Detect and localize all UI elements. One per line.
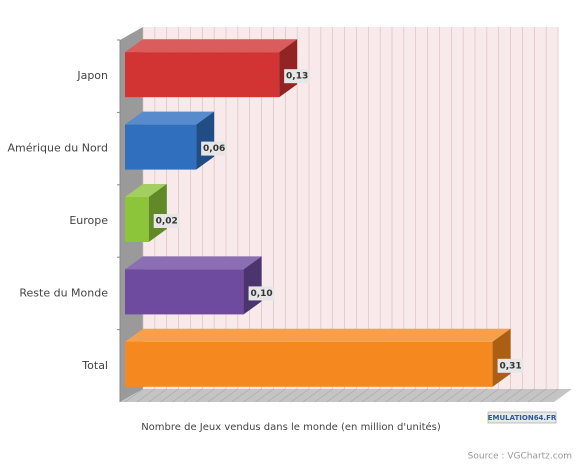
source: Source : VGChartz.com (468, 452, 572, 462)
floor-line (361, 388, 381, 403)
value-label: 0,13 (286, 72, 308, 82)
floor-line (207, 388, 227, 403)
floor-line (184, 388, 203, 403)
floor-line (255, 388, 274, 403)
bar-top (125, 39, 298, 53)
bar (125, 341, 493, 387)
bar-top-shade (125, 184, 167, 197)
floor-line (267, 388, 286, 403)
bar-top (125, 256, 262, 270)
floor-line (219, 388, 239, 403)
floor-line (278, 388, 298, 403)
floor-line (480, 388, 499, 403)
floor-line (314, 388, 333, 403)
floor-line (290, 388, 310, 403)
value-label-box (497, 358, 524, 373)
floor-line (172, 388, 191, 403)
floor-line (385, 388, 405, 403)
bar (125, 197, 149, 242)
bar (125, 52, 280, 98)
value-label-box (284, 69, 311, 84)
value-label: 0,06 (203, 144, 225, 154)
floor-line (326, 388, 345, 403)
floor-line (409, 388, 428, 403)
floor-line (350, 388, 369, 403)
bar (125, 124, 197, 170)
floor-line (160, 388, 179, 403)
value-label-box (153, 214, 180, 228)
floor-line (527, 388, 547, 403)
bar-top-shade (125, 111, 215, 125)
floor-line (397, 388, 416, 403)
x-axis-label: Nombre de Jeux vendus dans le monde (en … (141, 421, 441, 433)
floor-line (456, 388, 476, 403)
floor-line (433, 388, 452, 403)
y-tick-label: Amérique du Nord (7, 142, 108, 155)
logo: EMULATION64.FR (488, 414, 557, 422)
floor-line (302, 388, 322, 403)
floor-line (504, 388, 523, 403)
floor-line (231, 388, 250, 403)
value-label: 0,31 (499, 361, 521, 371)
bar-top (125, 111, 215, 125)
floor-line (539, 388, 559, 403)
floor-line (195, 388, 215, 403)
floor-line (136, 388, 156, 403)
value-label-box (248, 286, 275, 301)
floor-line (338, 388, 357, 403)
floor-line (148, 388, 167, 403)
bar (125, 269, 244, 315)
floor-line (516, 388, 535, 403)
floor-line (492, 388, 511, 403)
value-label: 0,02 (156, 217, 178, 227)
bar-top (125, 328, 511, 342)
y-tick-label: Europe (69, 214, 108, 227)
floor-line (124, 388, 144, 403)
value-label: 0,10 (250, 289, 272, 299)
floor-line (421, 388, 440, 403)
bar-top (125, 184, 167, 197)
y-tick-label: Japon (76, 69, 108, 82)
value-label-box (201, 141, 228, 156)
floor-line (444, 388, 464, 403)
y-tick-label: Total (81, 359, 108, 372)
y-tick-label: Reste du Monde (19, 286, 108, 299)
logo-box (487, 411, 557, 424)
bar-top-shade (125, 328, 511, 342)
floor-line (243, 388, 262, 403)
floor-line (373, 388, 393, 403)
bar-top-shade (125, 39, 298, 53)
floor-line (468, 388, 488, 403)
bar-top-shade (125, 256, 262, 270)
